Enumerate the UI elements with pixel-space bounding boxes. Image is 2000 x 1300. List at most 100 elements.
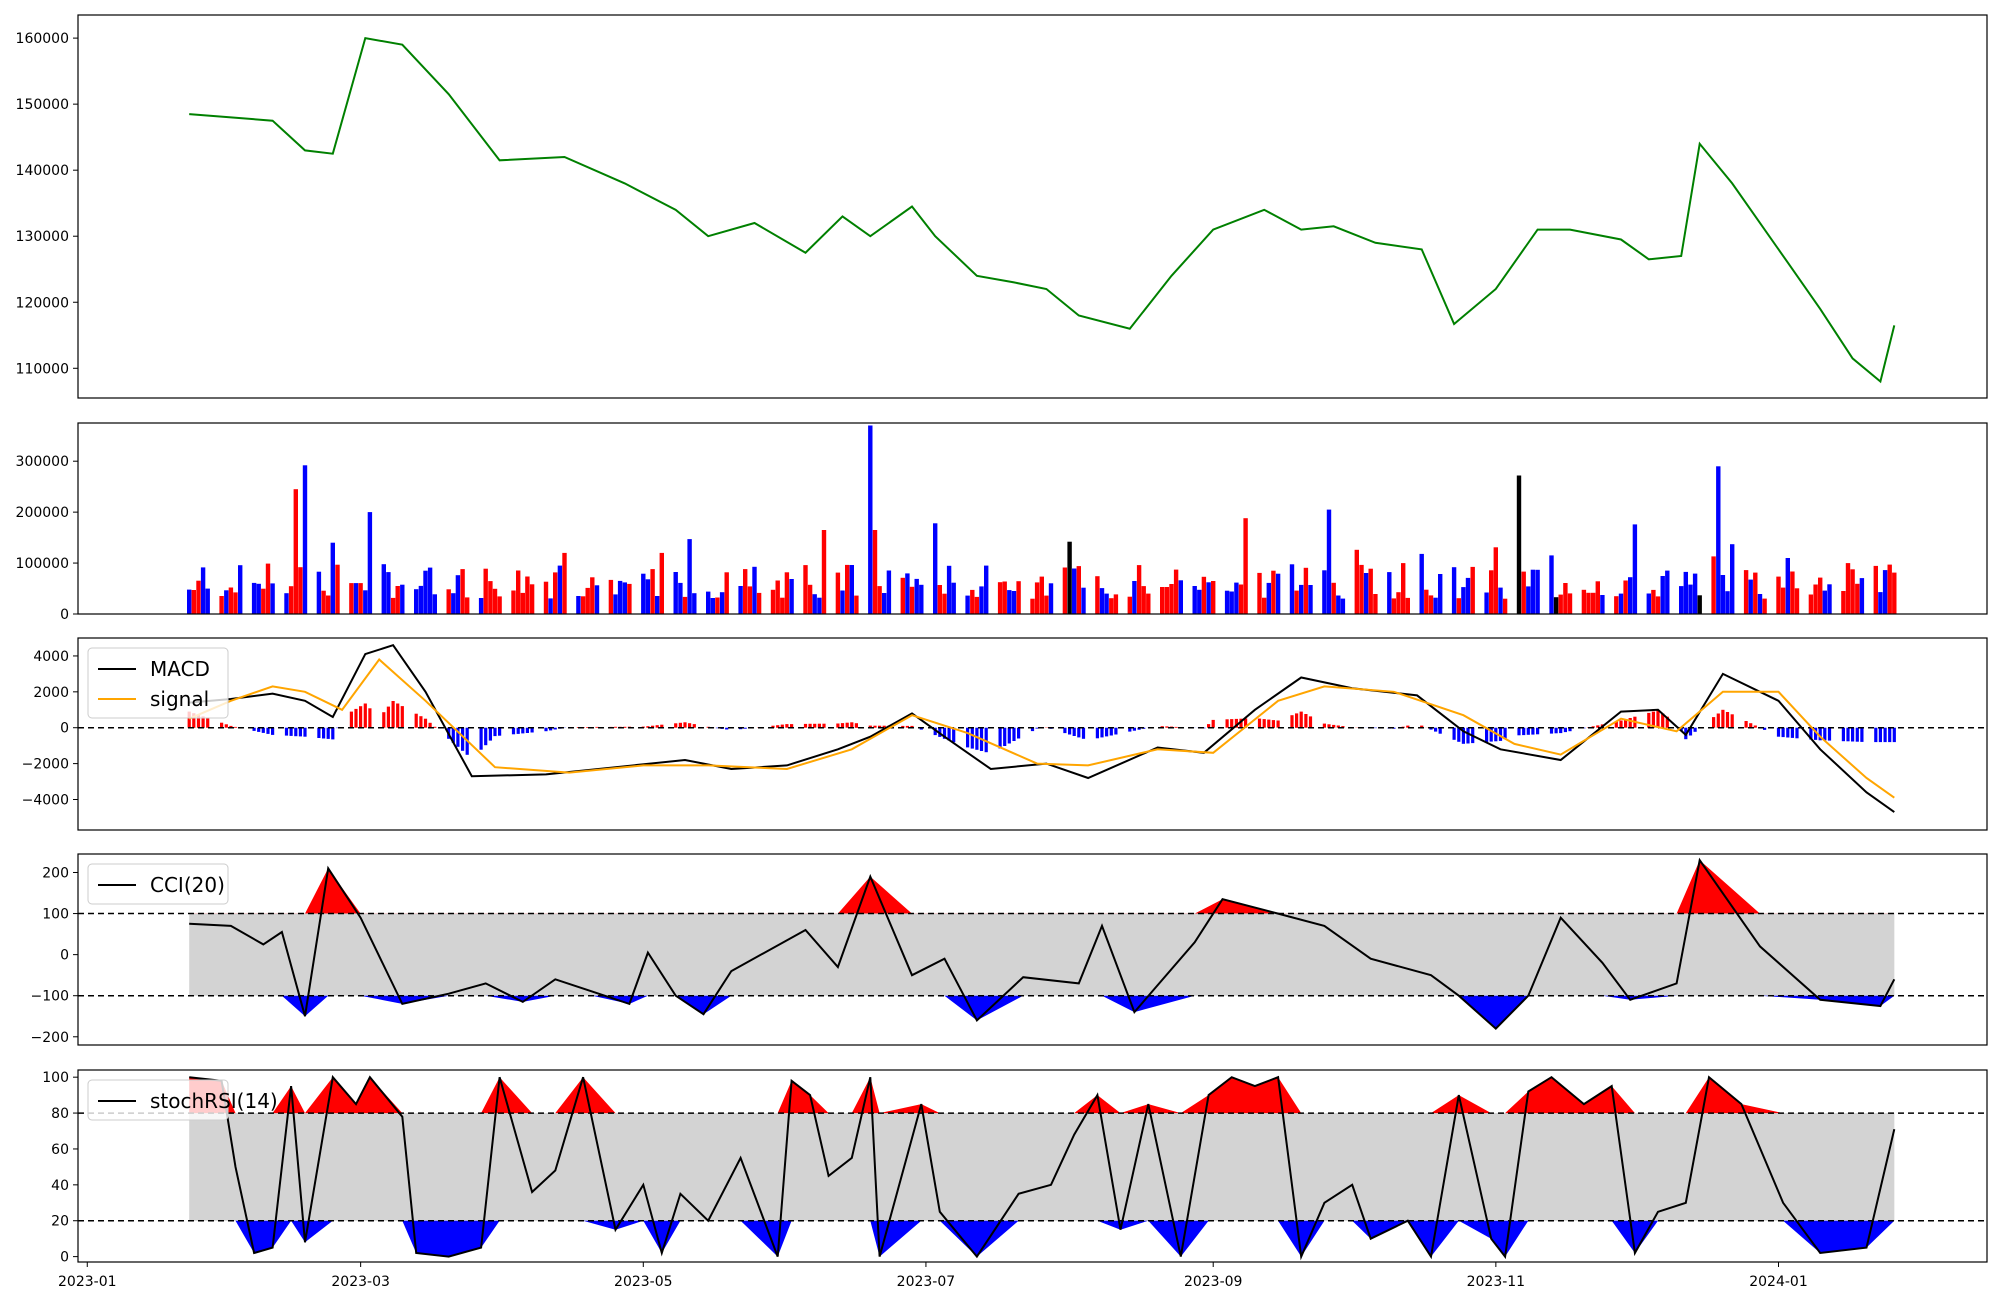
volume-bar [909,586,915,614]
volume-bar [1081,587,1086,614]
volume-bar [1567,593,1573,614]
volume-bar [840,590,845,614]
volume-bar [1141,586,1146,614]
macd-histogram-bar [1568,727,1572,732]
volume-bar [492,588,498,614]
macd-histogram-bar [354,708,358,728]
macd-histogram-bar [303,727,307,737]
macd-legend-label: MACD [150,657,210,681]
macd-histogram-bar [1308,716,1313,728]
price-ytick-label: 120000 [16,295,69,311]
volume-bar [1201,576,1207,614]
cci-ytick-label: 200 [42,865,69,881]
macd-histogram-bar [1725,712,1730,728]
macd-histogram-bar [1730,714,1734,728]
cci-overbought-fill [189,860,1895,914]
volume-bar [1526,586,1531,614]
volume-bar [1405,597,1410,614]
volume-bar [868,425,873,614]
volume-bar [1665,570,1670,614]
volume-bar [706,591,711,614]
volume-bar [326,595,331,614]
macd-histogram-bar [326,727,330,739]
volume-bar [1224,590,1230,614]
volume-bar [1016,581,1021,614]
volume-bar [298,567,303,614]
volume-bar [1780,587,1786,614]
macd-histogram-bar [1526,727,1530,735]
macd-histogram-bar [1267,719,1271,728]
macd-histogram-bar [1744,721,1748,728]
macd-histogram-bar [725,727,729,730]
stochrsi-overbought-fill [189,1077,1895,1114]
macd-histogram-bar [553,727,557,730]
macd-histogram-bar [1883,727,1887,743]
macd-histogram-bar [511,727,516,735]
volume-bar [1757,594,1763,614]
macd-histogram-bar [683,722,687,728]
volume-bar [478,598,484,614]
macd-histogram-bar [1485,727,1489,742]
macd-histogram-bar [1614,721,1618,728]
macd-histogram-bar [451,727,455,743]
volume-bar [455,575,461,614]
macd-histogram-bar [1457,727,1461,742]
volume-panel: 0 100000 200000 300000 [16,422,1988,623]
volume-bar [1794,588,1800,614]
volume-bar [265,563,271,614]
macd-histogram-bar [1619,720,1623,728]
macd-histogram-bar [1225,719,1229,728]
volume-bar [1002,581,1007,614]
macd-histogram-bar [1332,724,1336,728]
volume-bar [1470,566,1475,614]
volume-bar [914,578,919,614]
volume-bar [1655,596,1661,614]
volume-bar [1790,571,1795,614]
volume-bar [937,585,942,614]
macd-histogram-bar [651,725,655,728]
cci-frame [77,853,1988,1046]
macd-histogram-bar [423,718,428,728]
volume-bar [738,586,743,614]
volume-bar [1396,592,1401,614]
volume-bar [886,570,892,614]
macd-histogram-bar [901,725,905,728]
x-tick-label: 2023-01 [58,1274,117,1290]
macd-histogram-bar [1406,725,1410,728]
volume-bar [1419,553,1424,614]
macd-histogram-bar [1809,727,1813,740]
macd-legend-box [87,647,229,719]
volume-bar [580,596,586,614]
volume-bar [367,512,373,614]
volume-bar [1850,569,1855,614]
volume-bar [970,589,975,614]
macd-histogram-bar [595,726,599,728]
macd-histogram-bar [530,727,534,733]
macd-histogram-bar [655,725,659,728]
volume-bar [1451,567,1457,614]
volume-bar [270,583,275,614]
volume-bar [1882,570,1888,614]
volume-bar [261,588,266,614]
volume-bar [1697,595,1702,614]
volume-bar [1632,524,1638,614]
macd-histogram-bar [1003,727,1007,746]
volume-bar [302,465,308,614]
volume-bar [187,589,192,614]
volume-bar [965,595,970,614]
volume-bar [1489,570,1494,614]
volume-bar [775,580,780,614]
volume-bar [1716,466,1721,614]
volume-bar [557,565,563,614]
stochrsi-ytick-label: 0 [60,1250,69,1266]
volume-bar [1336,595,1341,614]
volume-bar [1132,581,1137,614]
volume-bar [1262,597,1267,614]
macd-histogram-bar [419,716,423,728]
volume-bar [256,583,261,614]
volume-bar [525,576,530,614]
price-ytick-label: 110000 [16,361,69,377]
macd-histogram-bar [1596,725,1600,728]
volume-bar [1549,555,1554,614]
